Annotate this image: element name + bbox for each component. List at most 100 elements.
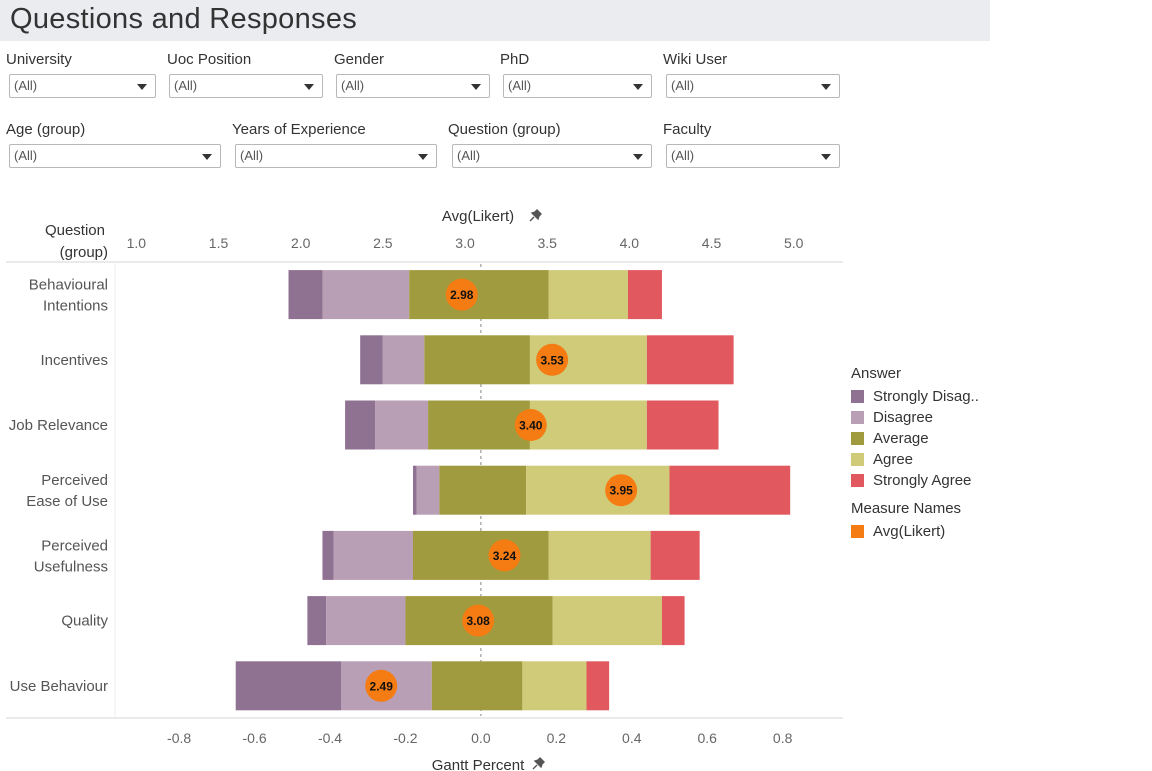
chevron-down-icon[interactable] [821,84,831,90]
bar-segment-agree[interactable] [548,270,628,320]
legend-item-avg-likert[interactable]: Avg(Likert) [851,521,979,542]
top-axis-tick-label: 5.0 [784,235,804,251]
chevron-down-icon[interactable] [471,84,481,90]
bar-segment-strongly-agree[interactable] [650,530,700,580]
bar-segment-strongly-disagree[interactable] [360,335,383,385]
bottom-axis-title: Gantt Percent [432,757,525,771]
bar-segment-strongly-agree[interactable] [661,596,685,646]
bar-segment-agree[interactable] [522,661,587,711]
chevron-down-icon[interactable] [418,154,428,160]
avg-likert-label: 3.53 [540,353,564,367]
chevron-down-icon[interactable] [633,154,643,160]
avg-likert-dot[interactable] [488,539,521,572]
bar-segment-disagree[interactable] [382,335,425,385]
row-label: Behavioural [29,277,108,294]
bar-segment-agree[interactable] [548,530,651,580]
avg-likert-dot[interactable] [514,409,547,441]
dropdown-value: (All) [341,78,365,93]
bar-segment-agree[interactable] [529,400,647,450]
bar-segment-disagree[interactable] [326,596,406,646]
legend-item-disagree[interactable]: Disagree [851,407,979,428]
bar-segment-strongly-disagree[interactable] [345,400,376,450]
bar-segment-average[interactable] [412,530,549,580]
row-label: Perceived [41,472,108,489]
chevron-down-icon[interactable] [202,154,212,160]
chevron-down-icon[interactable] [137,84,147,90]
bottom-axis-tick-label: -0.2 [393,730,417,746]
question-group-dropdown[interactable]: (All) [452,144,652,168]
years-of-experience-dropdown[interactable]: (All) [235,144,437,168]
wiki-user-dropdown[interactable]: (All) [666,74,840,98]
filter-label: Age (group) [6,121,86,138]
legend-swatch [851,525,864,538]
avg-likert-dot[interactable] [605,474,638,507]
bar-segment-strongly-disagree[interactable] [235,661,342,711]
bar-segment-disagree[interactable] [322,270,410,320]
avg-likert-dot[interactable] [462,604,495,637]
dropdown-value: (All) [457,148,481,163]
pin-icon[interactable] [529,209,542,222]
avg-likert-label: 3.24 [493,549,517,563]
filter-phd: PhD (All) [500,50,652,98]
bar-segment-disagree[interactable] [416,465,440,515]
bar-segment-disagree[interactable] [375,400,429,450]
bar-segment-strongly-agree[interactable] [627,270,662,320]
filter-label: Gender [334,51,385,68]
bar-segment-average[interactable] [409,270,549,320]
legend-item-strongly-agree[interactable]: Strongly Agree [851,470,979,491]
avg-likert-dot[interactable] [365,669,398,702]
avg-likert-dot[interactable] [445,278,478,311]
uoc-position-dropdown[interactable]: (All) [169,74,323,98]
bar-segment-strongly-disagree[interactable] [288,270,323,320]
legend: Answer Strongly Disag.. Disagree Average… [851,364,979,542]
legend-item-average[interactable]: Average [851,428,979,449]
filter-question-group: Question (group) (All) [448,120,652,168]
bottom-axis-tick-label: 0.6 [697,730,717,746]
bar-segment-agree[interactable] [552,596,662,646]
gender-dropdown[interactable]: (All) [336,74,490,98]
bar-segment-average[interactable] [431,661,523,711]
avg-likert-label: 3.40 [519,419,543,433]
legend-item-strongly-disagree[interactable]: Strongly Disag.. [851,386,979,407]
faculty-dropdown[interactable]: (All) [666,144,840,168]
legend-label: Strongly Agree [873,472,972,489]
legend-swatch [851,432,864,445]
legend-item-agree[interactable]: Agree [851,449,979,470]
chevron-down-icon[interactable] [821,154,831,160]
top-axis-tick-label: 2.0 [291,235,311,251]
bar-segment-strongly-agree[interactable] [586,661,610,711]
filter-wiki-user: Wiki User (All) [663,50,840,98]
bar-segment-strongly-disagree[interactable] [412,465,417,515]
bar-segment-strongly-agree[interactable] [646,400,719,450]
filter-label: University [6,51,72,68]
legend-swatch [851,453,864,466]
bar-segment-average[interactable] [428,400,530,450]
bar-segment-agree[interactable] [526,465,670,515]
legend-title-measure-names: Measure Names [851,500,962,517]
row-label: Usefulness [34,558,108,575]
chevron-down-icon[interactable] [633,84,643,90]
legend-swatch [851,390,864,403]
top-axis-tick-label: 1.0 [127,235,147,251]
top-axis-tick-label: 1.5 [209,235,229,251]
legend-swatch [851,474,864,487]
bar-segment-average[interactable] [439,465,527,515]
bar-segment-strongly-disagree[interactable] [322,530,334,580]
bar-segment-strongly-agree[interactable] [646,335,734,385]
bar-segment-average[interactable] [424,335,530,385]
phd-dropdown[interactable]: (All) [503,74,652,98]
bar-segment-strongly-disagree[interactable] [307,596,327,646]
row-label: Job Relevance [9,417,108,434]
filter-university: University (All) [6,50,156,98]
bar-segment-strongly-agree[interactable] [669,465,791,515]
chevron-down-icon[interactable] [304,84,314,90]
pin-icon[interactable] [532,757,545,770]
row-label: Use Behaviour [10,678,108,695]
university-dropdown[interactable]: (All) [9,74,156,98]
avg-likert-dot[interactable] [536,343,569,376]
age-group-dropdown[interactable]: (All) [9,144,221,168]
top-axis-tick-label: 3.5 [537,235,557,251]
legend-title-answer: Answer [851,365,902,382]
bar-segment-disagree[interactable] [333,530,413,580]
avg-likert-label: 2.98 [450,288,474,302]
